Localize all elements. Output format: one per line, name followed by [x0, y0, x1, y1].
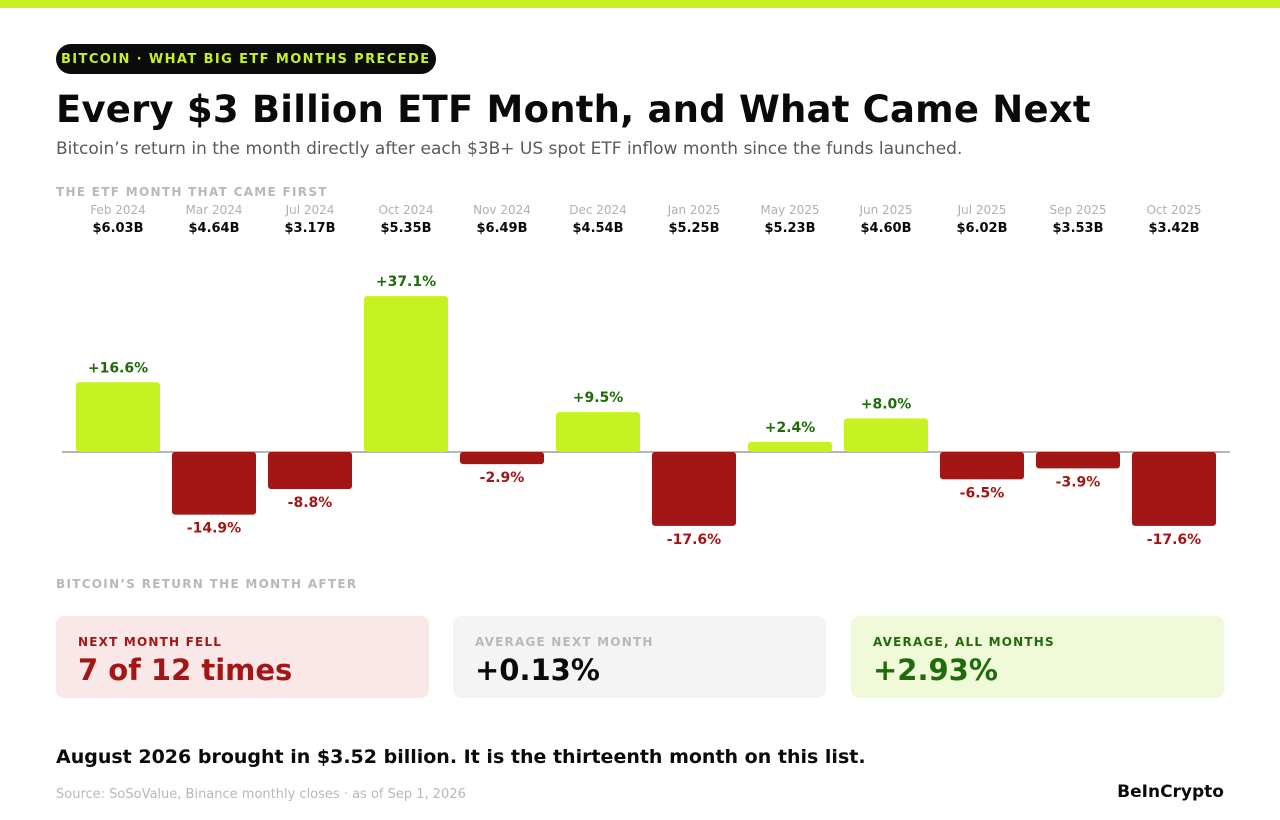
- etf-inflow-label: $6.03B: [92, 221, 143, 236]
- etf-inflow-label: $4.54B: [572, 221, 623, 236]
- etf-month-label: May 2025: [760, 203, 819, 217]
- etf-inflow-label: $3.53B: [1052, 221, 1103, 236]
- etf-inflow-label: $6.49B: [476, 221, 527, 236]
- etf-inflow-label: $6.02B: [956, 221, 1007, 236]
- footer-note: August 2026 brought in $3.52 billion. It…: [56, 746, 866, 768]
- etf-inflow-label: $3.42B: [1148, 221, 1199, 236]
- stat-card-average-all: AVERAGE, ALL MONTHS +2.93%: [851, 616, 1224, 698]
- return-value-label: -6.5%: [960, 485, 1005, 501]
- etf-inflow-label: $5.23B: [764, 221, 815, 236]
- etf-month-label: Sep 2025: [1050, 203, 1107, 217]
- brand-logo: BeInCrypto: [1117, 782, 1224, 802]
- etf-month-label: Mar 2024: [186, 203, 243, 217]
- returns-bar-chart: Feb 2024 $6.03B +16.6% Mar 2024 $4.64B -14.9%…: [62, 203, 1230, 548]
- etf-month-label: Feb 2024: [90, 203, 146, 217]
- etf-month-label: Oct 2024: [378, 203, 433, 217]
- return-value-label: -8.8%: [288, 495, 333, 511]
- etf-month-section-label: THE ETF MONTH THAT CAME FIRST: [56, 185, 328, 199]
- return-value-label: -14.9%: [187, 521, 241, 537]
- etf-inflow-label: $4.64B: [188, 221, 239, 236]
- etf-month-label: Nov 2024: [473, 203, 531, 217]
- etf-month-label: Jul 2024: [285, 203, 335, 217]
- return-bar: [76, 382, 160, 452]
- etf-inflow-label: $5.25B: [668, 221, 719, 236]
- return-bar: [268, 452, 352, 489]
- return-section-label: BITCOIN’S RETURN THE MONTH AFTER: [56, 577, 358, 591]
- return-value-label: +16.6%: [88, 360, 148, 376]
- etf-month-label: Dec 2024: [569, 203, 627, 217]
- return-bar: [1036, 452, 1120, 469]
- page-title: Every $3 Billion ETF Month, and What Cam…: [56, 88, 1091, 131]
- return-value-label: +37.1%: [376, 274, 436, 290]
- return-bar: [844, 418, 928, 452]
- return-bar: [1132, 452, 1216, 526]
- page-subtitle: Bitcoin’s return in the month directly a…: [56, 139, 963, 159]
- etf-month-label: Jun 2025: [858, 203, 912, 217]
- kicker-badge: BITCOIN · WHAT BIG ETF MONTHS PRECEDE: [56, 44, 436, 74]
- etf-inflow-label: $4.60B: [860, 221, 911, 236]
- etf-month-label: Jan 2025: [667, 203, 721, 217]
- etf-inflow-label: $3.17B: [284, 221, 335, 236]
- kicker-text: BITCOIN · WHAT BIG ETF MONTHS PRECEDE: [61, 51, 431, 67]
- return-bar: [748, 441, 832, 452]
- etf-month-label: Oct 2025: [1146, 203, 1201, 217]
- stat-label: NEXT MONTH FELL: [78, 635, 223, 649]
- etf-inflow-label: $5.35B: [380, 221, 431, 236]
- stat-label: AVERAGE NEXT MONTH: [475, 635, 654, 649]
- stat-card-average-next: AVERAGE NEXT MONTH +0.13%: [453, 616, 826, 698]
- return-value-label: -17.6%: [1147, 532, 1201, 548]
- return-value-label: -2.9%: [480, 470, 525, 486]
- stat-value: +2.93%: [873, 653, 998, 687]
- return-bar: [940, 452, 1024, 480]
- accent-top-bar: [0, 0, 1280, 8]
- return-bar: [556, 412, 640, 452]
- return-value-label: +9.5%: [573, 390, 624, 406]
- return-value-label: -3.9%: [1056, 474, 1101, 490]
- return-bar: [652, 452, 736, 526]
- stat-label: AVERAGE, ALL MONTHS: [873, 635, 1055, 649]
- etf-month-label: Jul 2025: [957, 203, 1007, 217]
- return-bar: [364, 296, 448, 452]
- return-value-label: -17.6%: [667, 532, 721, 548]
- return-bar: [172, 452, 256, 515]
- return-bar: [460, 452, 544, 465]
- stat-card-fell: NEXT MONTH FELL 7 of 12 times: [56, 616, 429, 698]
- stat-value: 7 of 12 times: [78, 653, 293, 687]
- source-line: Source: SoSoValue, Binance monthly close…: [56, 787, 466, 802]
- stat-value: +0.13%: [475, 653, 600, 687]
- return-value-label: +2.4%: [765, 420, 816, 436]
- return-value-label: +8.0%: [861, 396, 912, 412]
